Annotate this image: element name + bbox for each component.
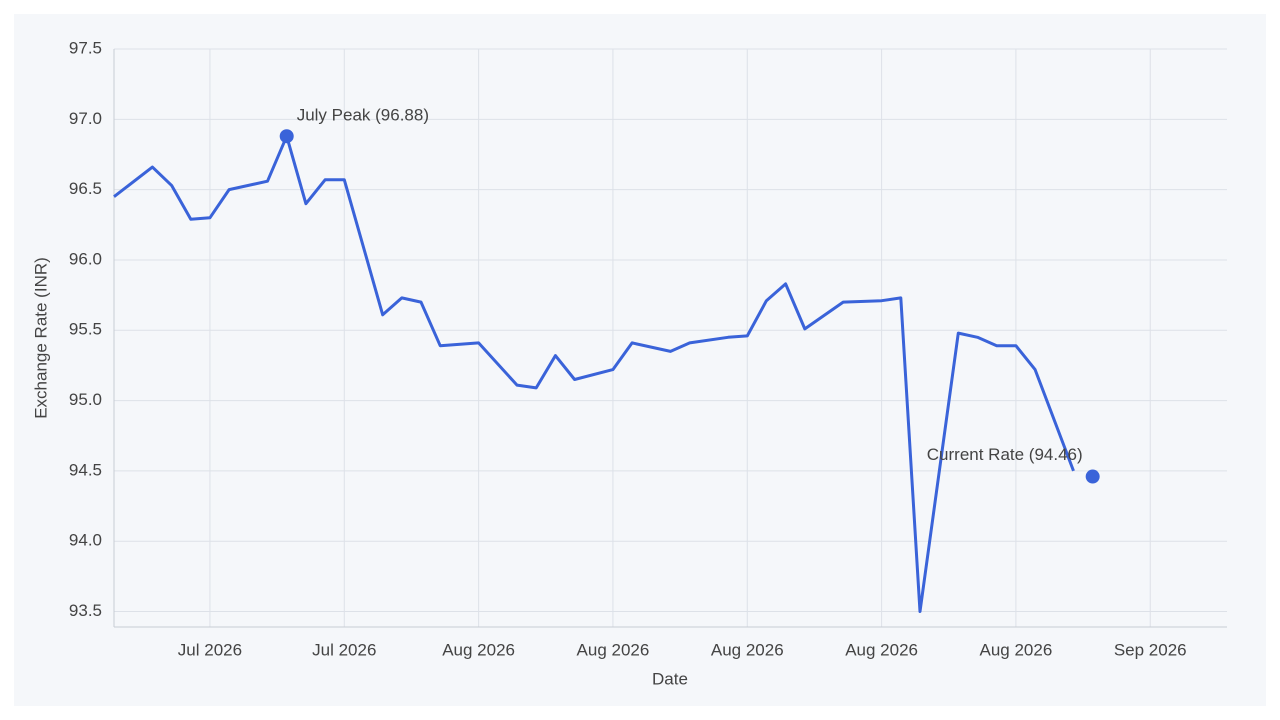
- annotation-point: [1085, 469, 1100, 484]
- x-axis-title: Date: [652, 669, 688, 688]
- y-tick-label: 93.5: [69, 601, 102, 620]
- y-tick-label: 94.0: [69, 531, 102, 550]
- line: [113, 134, 1075, 613]
- x-tick-label: Aug 2026: [845, 640, 918, 659]
- y-tick-label: 94.5: [69, 460, 102, 479]
- y-tick-label: 95.5: [69, 320, 102, 339]
- y-tick-label: 95.0: [69, 390, 102, 409]
- x-tick-label: Aug 2026: [577, 640, 650, 659]
- chart-background: [14, 14, 1266, 706]
- annotation-label: Current Rate (94.46): [927, 445, 1083, 464]
- y-tick-label: 96.5: [69, 179, 102, 198]
- x-tick-label: Aug 2026: [442, 640, 515, 659]
- x-tick-label: Aug 2026: [711, 640, 784, 659]
- annotation-point: [279, 129, 294, 144]
- y-tick-label: 97.5: [69, 38, 102, 57]
- x-tick-label: Aug 2026: [980, 640, 1053, 659]
- x-tick-label: Jul 2026: [178, 640, 242, 659]
- annotation-label: July Peak (96.88): [297, 106, 429, 125]
- x-tick-label: Jul 2026: [312, 640, 376, 659]
- y-tick-label: 97.0: [69, 109, 102, 128]
- y-axis-title: Exchange Rate (INR): [31, 257, 50, 419]
- x-tick-label: Sep 2026: [1114, 640, 1187, 659]
- y-tick-label: 96.0: [69, 249, 102, 268]
